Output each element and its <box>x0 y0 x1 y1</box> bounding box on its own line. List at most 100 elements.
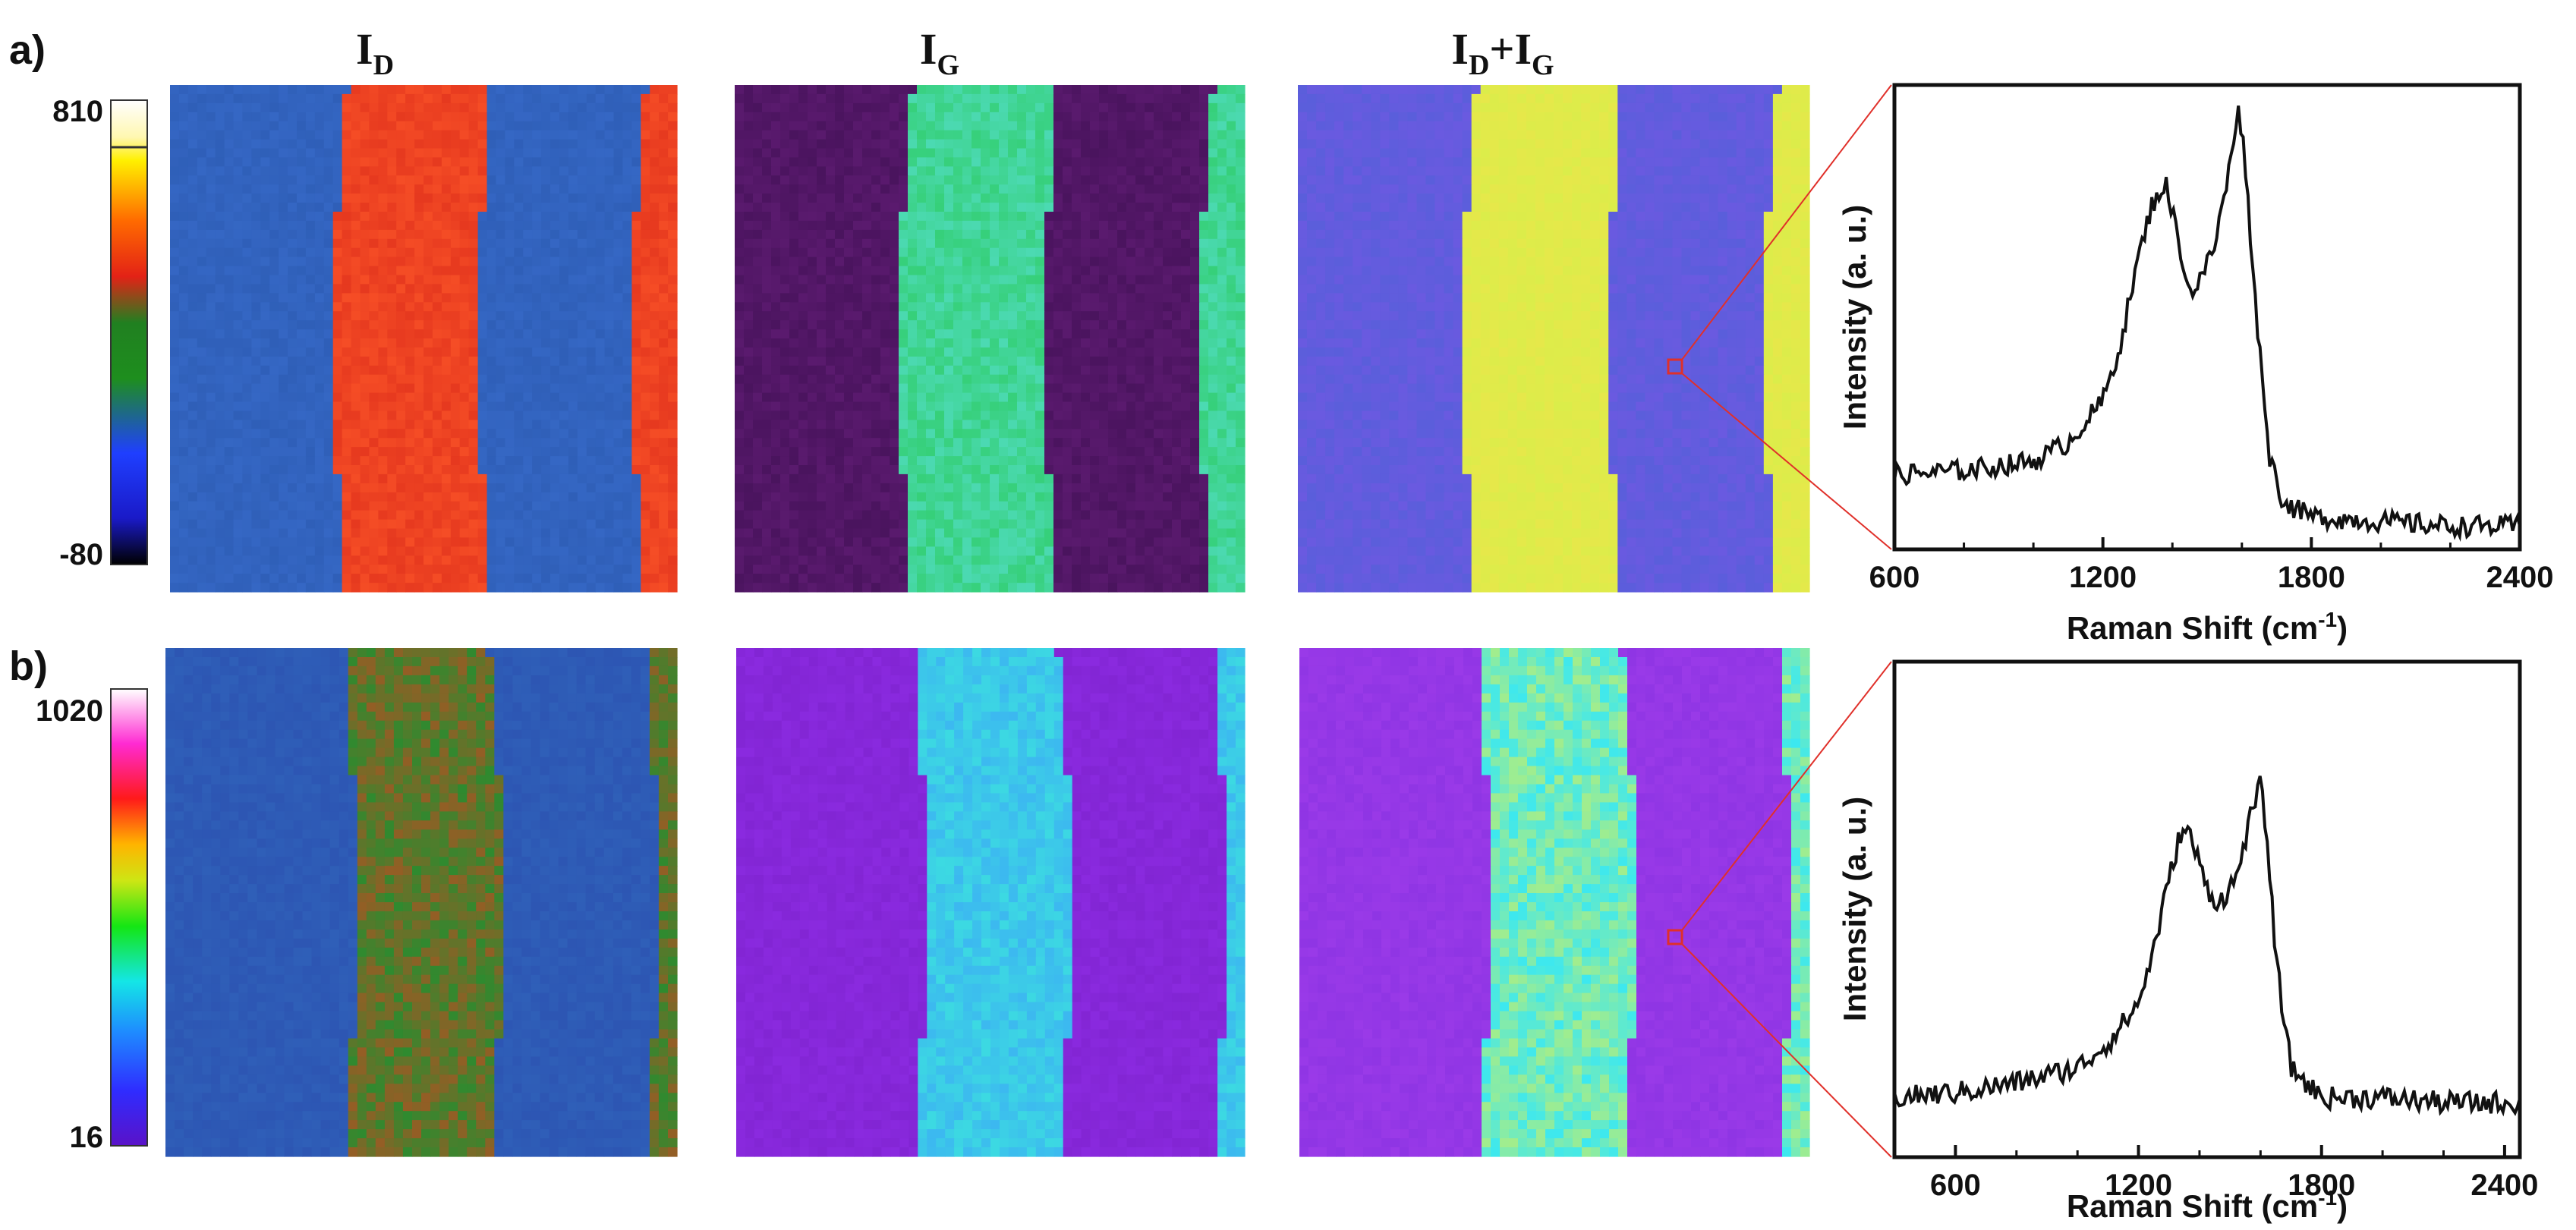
map-pixel <box>1126 275 1136 285</box>
map-pixel <box>224 420 235 429</box>
map-pixel <box>568 392 578 403</box>
map-pixel <box>468 392 479 403</box>
map-pixel <box>559 266 569 276</box>
map-pixel <box>935 338 945 348</box>
map-pixel <box>659 166 669 176</box>
map-pixel <box>1072 311 1082 321</box>
map-pixel <box>288 492 298 502</box>
map-pixel <box>559 438 569 448</box>
map-pixel <box>378 247 388 258</box>
map-pixel <box>314 212 325 222</box>
map-pixel <box>541 311 551 321</box>
map-pixel <box>260 429 270 439</box>
map-pixel <box>332 429 343 439</box>
map-pixel <box>1126 157 1136 167</box>
map-pixel <box>351 175 361 185</box>
map-pixel <box>926 338 936 348</box>
map-pixel <box>631 203 641 212</box>
map-pixel <box>187 229 198 240</box>
map-pixel <box>251 401 261 411</box>
map-pixel <box>780 238 790 249</box>
map-pixel <box>233 492 243 502</box>
map-pixel <box>550 420 560 429</box>
map-pixel <box>305 438 316 448</box>
map-pixel <box>753 293 763 303</box>
map-pixel <box>1181 229 1191 240</box>
map-pixel <box>641 184 650 194</box>
map-pixel <box>1208 139 1218 149</box>
map-pixel <box>935 329 945 339</box>
map-pixel <box>224 302 235 312</box>
map-pixel <box>1172 130 1182 140</box>
map-pixel <box>424 302 433 312</box>
map-pixel <box>405 256 415 267</box>
map-pixel <box>187 411 198 420</box>
map-pixel <box>432 555 442 565</box>
map-pixel <box>789 238 799 249</box>
map-pixel <box>396 102 406 113</box>
map-pixel <box>844 112 854 122</box>
map-pixel <box>305 220 316 231</box>
map-pixel <box>659 365 669 376</box>
map-pixel <box>532 438 542 448</box>
map-pixel <box>541 148 551 158</box>
map-pixel <box>550 501 560 511</box>
map-pixel <box>780 85 790 95</box>
map-pixel <box>450 401 461 411</box>
map-pixel <box>260 193 270 203</box>
map-pixel <box>1053 320 1063 330</box>
map-pixel <box>559 130 569 140</box>
map-pixel <box>1172 293 1182 303</box>
map-pixel <box>1208 121 1218 131</box>
map-pixel <box>514 121 524 131</box>
map-pixel <box>880 184 890 194</box>
map-pixel <box>269 555 279 565</box>
map-pixel <box>890 329 899 339</box>
map-pixel <box>586 546 597 556</box>
map-pixel <box>981 247 990 258</box>
map-pixel <box>917 130 927 140</box>
map-pixel <box>650 284 660 294</box>
map-pixel <box>568 465 578 475</box>
map-pixel <box>523 284 533 294</box>
map-pixel <box>890 256 899 267</box>
map-pixel <box>505 238 515 249</box>
map-pixel <box>477 220 488 231</box>
map-pixel <box>197 121 207 131</box>
map-pixel <box>477 175 488 185</box>
map-pixel <box>659 420 669 429</box>
map-pixel <box>251 374 261 385</box>
map-pixel <box>523 420 533 429</box>
map-pixel <box>1163 247 1173 258</box>
map-pixel <box>332 157 343 167</box>
map-pixel <box>899 247 909 258</box>
map-pixel <box>659 583 669 593</box>
map-pixel <box>668 374 678 385</box>
map-pixel <box>178 121 189 131</box>
map-pixel <box>387 238 397 249</box>
map-pixel <box>990 311 1000 321</box>
map-pixel <box>424 537 433 547</box>
map-pixel <box>1227 175 1236 185</box>
map-pixel <box>568 374 578 385</box>
map-pixel <box>260 203 270 212</box>
map-pixel <box>844 93 854 104</box>
map-pixel <box>351 401 361 411</box>
map-pixel <box>1163 139 1173 149</box>
map-pixel <box>981 229 990 240</box>
map-pixel <box>459 338 470 348</box>
map-pixel <box>233 220 243 231</box>
map-pixel <box>514 293 524 303</box>
map-pixel <box>378 311 388 321</box>
map-pixel <box>215 311 225 321</box>
map-pixel <box>396 510 406 521</box>
map-pixel <box>1236 365 1245 376</box>
map-pixel <box>641 275 650 285</box>
map-pixel <box>532 374 542 385</box>
map-pixel <box>432 401 442 411</box>
map-pixel <box>604 112 615 122</box>
map-pixel <box>178 130 189 140</box>
map-pixel <box>631 121 641 131</box>
map-pixel <box>514 555 524 565</box>
map-pixel <box>351 501 361 511</box>
